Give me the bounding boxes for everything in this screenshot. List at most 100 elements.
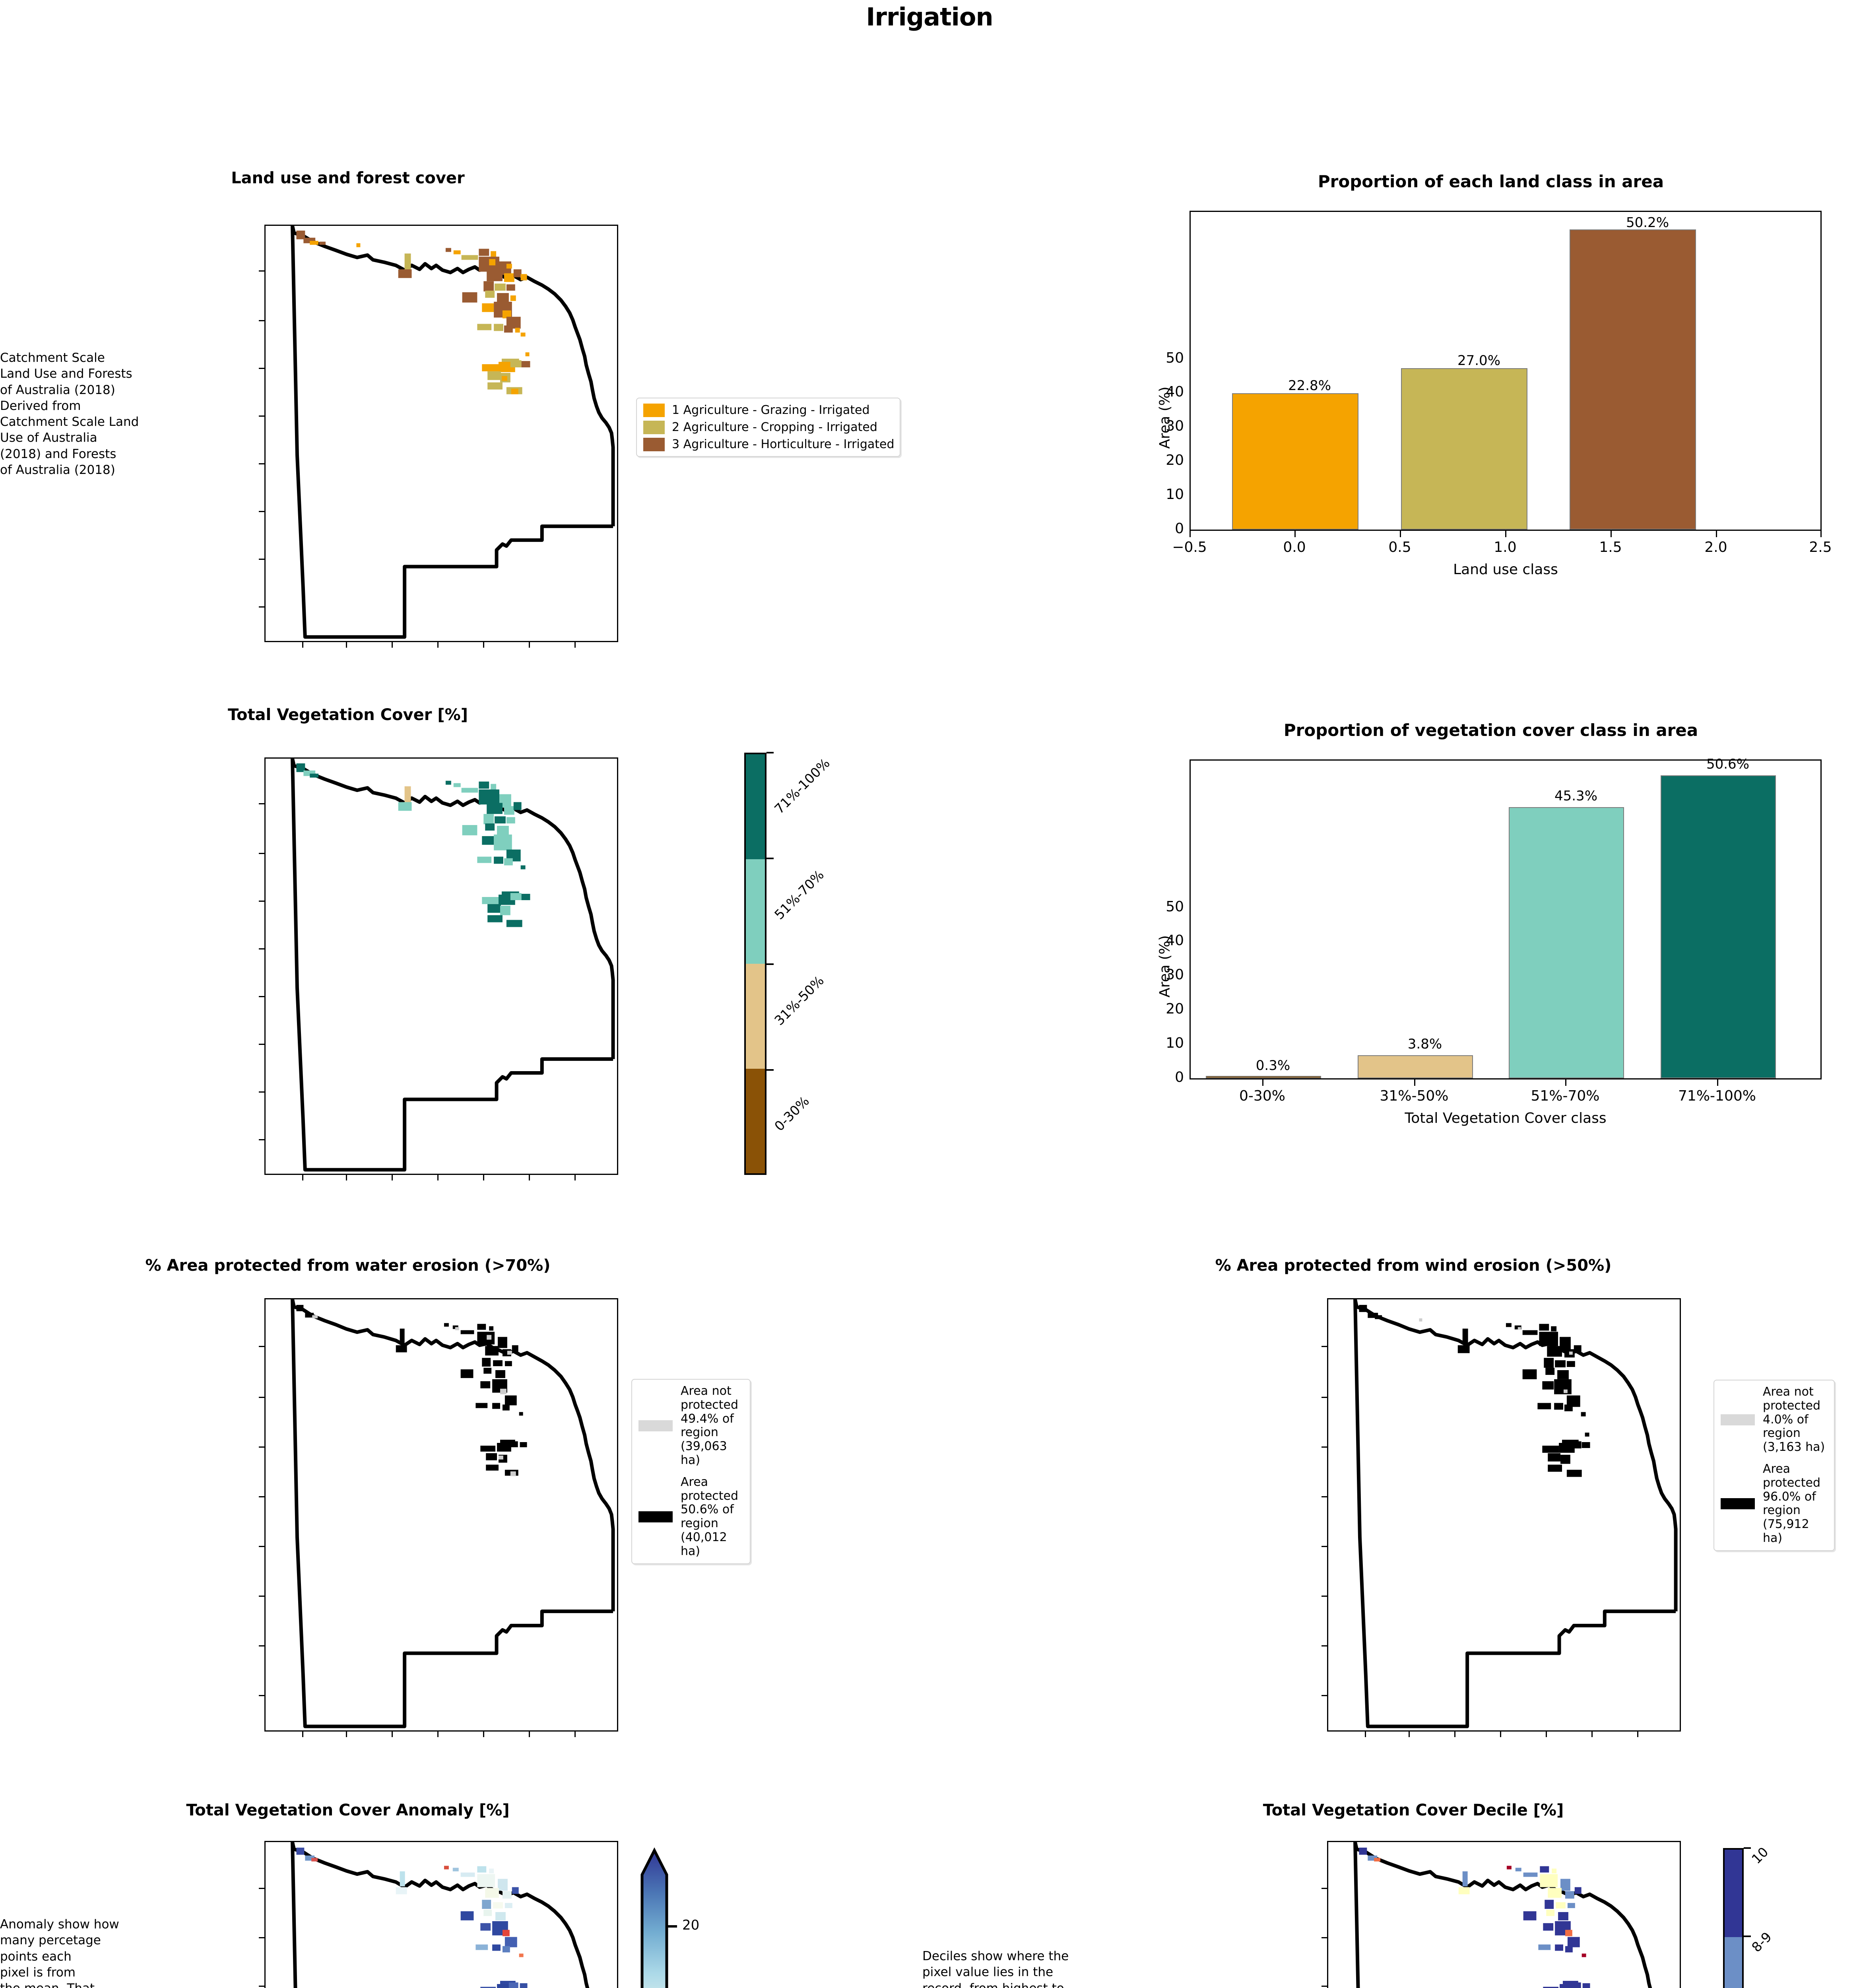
- veg-cover-patches: [296, 763, 530, 927]
- chart2-xtick-mark: [1717, 1079, 1718, 1086]
- legend-label: Area not protected 49.4% of region (39,0…: [681, 1384, 739, 1467]
- cropping-color-swatch: [643, 420, 665, 434]
- not-protected-color-swatch: [638, 1420, 673, 1432]
- map1-x-ticks: [264, 642, 620, 649]
- anomaly-side-note: Anomaly show how many percetage points e…: [0, 1917, 119, 1988]
- anomaly-colorbar[interactable]: 20 10 0 −10 −20: [639, 1845, 774, 1988]
- legend-item-grazing[interactable]: 1 Agriculture - Grazing - Irrigated: [643, 403, 893, 417]
- water-erosion-legend[interactable]: Area not protected 49.4% of region (39,0…: [631, 1379, 751, 1564]
- legend-item-horticulture[interactable]: 3 Agriculture - Horticulture - Irrigated: [643, 437, 895, 451]
- bar-grazing[interactable]: [1232, 393, 1358, 530]
- veg-cover-colorbar[interactable]: [744, 753, 766, 1175]
- land-class-bar-chart[interactable]: Proportion of each land class in area Ar…: [1133, 167, 1849, 704]
- chart2-xtick-mark: [1262, 1079, 1263, 1086]
- chart1-x-axis-label: Land use class: [1453, 561, 1558, 578]
- chart2-xtick: 51%-70%: [1531, 1088, 1600, 1104]
- map4-y-ticks: [1321, 1298, 1329, 1734]
- legend-label: Area protected 50.6% of region (40,012 h…: [681, 1475, 739, 1558]
- horticulture-color-swatch: [643, 437, 665, 451]
- decile-map-graphic: [1353, 1842, 1652, 1988]
- chart2-title: Proportion of vegetation cover class in …: [1283, 720, 1698, 740]
- wind-erosion-map-title: % Area protected from wind erosion (>50%…: [1215, 1256, 1612, 1275]
- veg-class-bar-chart[interactable]: Proportion of vegetation cover class in …: [1133, 716, 1849, 1252]
- veg-cover-map-graphic: [291, 759, 615, 1172]
- veg-cover-colorbar-labels: 71%-100% 51%-70% 31%-50% 0-30%: [766, 752, 933, 1175]
- chart2-ytick: 10: [1166, 1035, 1184, 1051]
- legend-label: Area not protected 4.0% of region (3,163…: [1763, 1385, 1825, 1454]
- legend-label: 1 Agriculture - Grazing - Irrigated: [672, 403, 870, 417]
- wind-erosion-unprotected-patches: [1419, 1318, 1573, 1393]
- legend-item-protected[interactable]: Area protected 96.0% of region (75,912 h…: [1721, 1462, 1828, 1545]
- chart2-ytick: 0: [1175, 1069, 1184, 1085]
- decile-patches: [1359, 1847, 1590, 1988]
- water-erosion-map[interactable]: [264, 1298, 618, 1732]
- wind-erosion-legend[interactable]: Area not protected 4.0% of region (3,163…: [1713, 1380, 1835, 1551]
- bar-71-100[interactable]: [1661, 775, 1776, 1078]
- chart1-xtick: 1.0: [1494, 539, 1517, 555]
- chart2-xtick-mark: [1565, 1079, 1566, 1086]
- map2-x-ticks: [264, 1175, 620, 1182]
- bar-51-70[interactable]: [1509, 807, 1624, 1078]
- not-protected-color-swatch: [1721, 1414, 1755, 1425]
- bar-value-label: 27.0%: [1457, 353, 1500, 369]
- veg-cover-map[interactable]: [264, 757, 618, 1175]
- map1-y-ticks: [259, 225, 266, 644]
- chart1-ytick: 20: [1166, 452, 1184, 468]
- legend-item-not-protected[interactable]: Area not protected 49.4% of region (39,0…: [638, 1384, 743, 1468]
- chart1-xtick: 2.0: [1704, 539, 1727, 555]
- chart1-title: Proportion of each land class in area: [1318, 172, 1664, 191]
- legend-item-cropping[interactable]: 2 Agriculture - Cropping - Irrigated: [643, 420, 893, 434]
- map6-y-ticks: [1321, 1841, 1329, 1988]
- land-use-map[interactable]: [264, 225, 618, 642]
- map4-x-ticks: [1327, 1732, 1683, 1739]
- bar-value-label: 0.3%: [1256, 1058, 1290, 1074]
- decile-map-title: Total Vegetation Cover Decile [%]: [1263, 1801, 1564, 1819]
- map5-y-ticks: [259, 1841, 266, 1988]
- chart2-x-axis-label: Total Vegetation Cover class: [1405, 1110, 1607, 1126]
- chart1-xtick-mark: [1505, 531, 1506, 537]
- chart2-xtick-mark: [1414, 1079, 1415, 1086]
- bar-value-label: 22.8%: [1288, 378, 1331, 394]
- land-use-legend[interactable]: 1 Agriculture - Grazing - Irrigated 2 Ag…: [636, 398, 900, 457]
- chart1-ytick: 0: [1175, 520, 1184, 537]
- decile-colorbar[interactable]: [1723, 1848, 1744, 1988]
- protected-color-swatch: [1721, 1498, 1755, 1510]
- legend-item-protected[interactable]: Area protected 50.6% of region (40,012 h…: [638, 1475, 743, 1559]
- bar-value-label: 50.6%: [1706, 756, 1749, 772]
- wind-erosion-map[interactable]: [1327, 1298, 1681, 1732]
- chart1-ytick: 10: [1166, 486, 1184, 503]
- chart1-xtick: 2.5: [1809, 539, 1832, 555]
- bar-horticulture[interactable]: [1570, 229, 1696, 530]
- chart1-xtick-mark: [1294, 531, 1296, 537]
- water-erosion-map-graphic: [291, 1299, 615, 1728]
- bar-cropping[interactable]: [1401, 368, 1527, 530]
- land-use-patches: [296, 230, 530, 394]
- bar-0-30[interactable]: [1206, 1076, 1321, 1078]
- chart2-xtick: 71%-100%: [1678, 1088, 1756, 1104]
- bar-31-50[interactable]: [1358, 1055, 1473, 1078]
- grazing-color-swatch: [643, 403, 665, 417]
- map3-x-ticks: [264, 1732, 620, 1739]
- map3-y-ticks: [259, 1298, 266, 1734]
- cbar-seg-0-30: [746, 1068, 765, 1173]
- anomaly-patches: [296, 1847, 528, 1988]
- water-erosion-protected-patches: [296, 1305, 527, 1476]
- chart1-xtick-mark: [1716, 531, 1717, 537]
- chart1-xtick-mark: [1400, 531, 1401, 537]
- chart1-xtick-mark: [1190, 531, 1191, 537]
- bar-value-label: 45.3%: [1554, 788, 1597, 804]
- decile-side-note: Deciles show where the pixel value lies …: [922, 1949, 1069, 1988]
- chart1-xtick-mark: [1820, 531, 1822, 537]
- legend-label: 3 Agriculture - Horticulture - Irrigated: [672, 437, 895, 451]
- anomaly-map-title: Total Vegetation Cover Anomaly [%]: [186, 1801, 510, 1819]
- land-use-map-graphic: [291, 226, 615, 639]
- anomaly-colorbar-graphic: [640, 1847, 677, 1988]
- cbar-seg-10: [1725, 1850, 1742, 1938]
- decile-map[interactable]: [1327, 1841, 1681, 1988]
- anomaly-map[interactable]: [264, 1841, 618, 1988]
- decile-cbar-label-8-9: 8-9: [1748, 1929, 1775, 1955]
- bar-value-label: 3.8%: [1407, 1036, 1442, 1052]
- veg-cover-map-title: Total Vegetation Cover [%]: [227, 706, 468, 724]
- legend-item-not-protected[interactable]: Area not protected 4.0% of region (3,163…: [1721, 1385, 1828, 1454]
- map2-y-ticks: [259, 757, 266, 1177]
